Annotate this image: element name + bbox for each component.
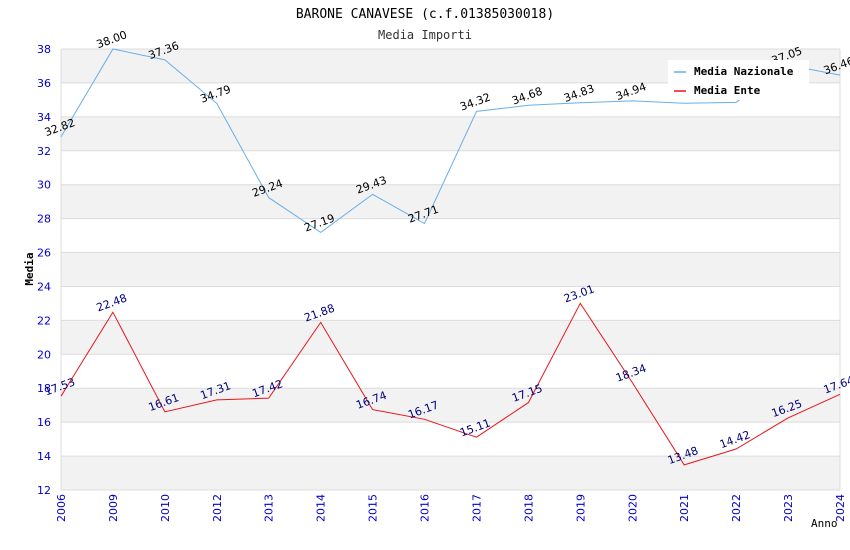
series-lines [60, 48, 841, 466]
data-label: 14.42 [718, 428, 752, 451]
x-tick-label: 2012 [211, 494, 224, 522]
x-tick-label: 2023 [782, 494, 795, 522]
y-tick-label: 34 [37, 111, 51, 124]
grid-band [61, 388, 840, 423]
data-label: 22.48 [95, 291, 129, 314]
x-tick-label: 2006 [55, 494, 68, 522]
y-tick-label: 12 [37, 484, 51, 497]
grid-band [61, 252, 840, 287]
data-label: 34.68 [510, 85, 544, 108]
y-tick-label: 28 [37, 213, 51, 226]
x-tick-label: 2013 [263, 494, 276, 522]
x-tick-label: 2014 [315, 494, 328, 522]
chart-title: BARONE CANAVESE (c.f.01385030018) [296, 7, 554, 22]
y-tick-label: 24 [37, 280, 51, 293]
data-label: 34.83 [562, 82, 596, 105]
legend-label-media-nazionale: Media Nazionale [694, 65, 794, 78]
x-tick-label: 2022 [730, 494, 743, 522]
chart-subtitle: Media Importi [378, 28, 472, 42]
x-tick-label: 2020 [626, 494, 639, 522]
y-tick-label: 14 [37, 450, 51, 463]
y-tick-label: 22 [37, 314, 51, 327]
x-tick-label: 2009 [107, 494, 120, 522]
series-line-media-ente [60, 302, 841, 466]
y-tick-labels: 12 14 16 18 20 22 24 26 28 30 32 34 36 38 [37, 43, 51, 497]
legend-background [668, 60, 809, 100]
x-tick-label: 2024 [834, 494, 847, 522]
x-axis-title: Anno [811, 517, 838, 530]
grid-band [61, 116, 840, 151]
grid-bands [61, 49, 840, 490]
grid-band [61, 184, 840, 219]
y-tick-label: 16 [37, 416, 51, 429]
legend-label-media-ente: Media Ente [694, 84, 761, 97]
x-tick-labels: 2006 2009 2010 2012 2013 2014 2015 2016 2017 2018… [55, 494, 847, 522]
y-tick-label: 26 [37, 247, 51, 260]
x-tick-label: 2019 [574, 494, 587, 522]
y-tick-label: 30 [37, 179, 51, 192]
x-tick-label: 2015 [367, 494, 380, 522]
x-tick-label: 2017 [470, 494, 483, 522]
x-tick-label: 2018 [522, 494, 535, 522]
series-line-media-nazionale [60, 48, 841, 234]
y-tick-label: 18 [37, 382, 51, 395]
data-label: 38.00 [95, 28, 129, 51]
grid-lines [60, 48, 841, 491]
y-tick-label: 20 [37, 348, 51, 361]
y-tick-label: 36 [37, 77, 51, 90]
grid-band [61, 456, 840, 490]
x-tick-label: 2010 [159, 494, 172, 522]
x-tick-label: 2016 [419, 494, 432, 522]
y-tick-label: 38 [37, 43, 51, 56]
y-tick-label: 32 [37, 145, 51, 158]
legend: Media Nazionale Media Ente [668, 60, 809, 100]
x-tick-label: 2021 [678, 494, 691, 522]
grid-band [61, 320, 840, 355]
data-label: 34.94 [614, 80, 648, 103]
y-axis-title: Media [23, 252, 36, 285]
